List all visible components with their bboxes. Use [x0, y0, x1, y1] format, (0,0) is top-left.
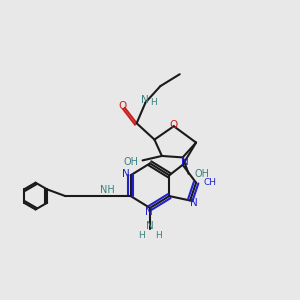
- Text: N: N: [181, 158, 189, 167]
- Text: CH: CH: [203, 178, 217, 187]
- Text: OH: OH: [195, 169, 210, 179]
- Text: NH: NH: [100, 185, 114, 195]
- Text: N: N: [122, 169, 130, 179]
- Text: H: H: [155, 231, 162, 240]
- Text: OH: OH: [123, 157, 138, 167]
- Text: O: O: [118, 101, 127, 111]
- Text: N: N: [141, 95, 149, 105]
- Text: O: O: [170, 120, 178, 130]
- Text: N: N: [145, 206, 152, 217]
- Text: N: N: [146, 221, 154, 231]
- Text: H: H: [151, 98, 157, 107]
- Text: N: N: [190, 199, 198, 208]
- Text: H: H: [138, 231, 145, 240]
